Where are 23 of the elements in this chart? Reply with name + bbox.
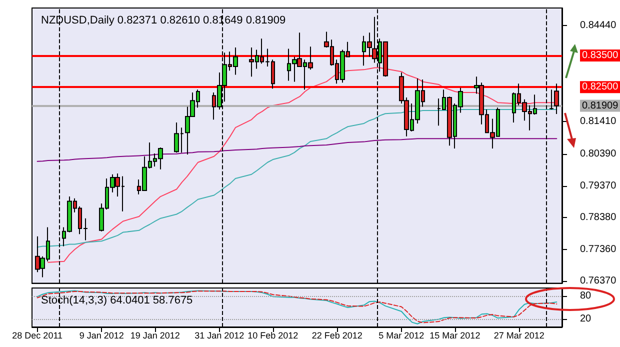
y-tick-label: 0.80390 — [580, 148, 617, 160]
ref-line-label: 0.82500 — [582, 82, 619, 93]
y-tick-label: 0.76370 — [580, 276, 617, 286]
x-tick-label: 22 Feb 2012 — [312, 330, 362, 340]
x-tick-label: 31 Jan 2012 — [194, 330, 244, 340]
x-tick-label: 10 Feb 2012 — [248, 330, 298, 340]
y-tick-label: 0.81410 — [580, 116, 617, 128]
text: NZDUSD,Daily 0.82371 0.82610 0.81649 0.81909 — [41, 14, 286, 26]
ref-line-label: 0.81909 — [582, 100, 619, 112]
y-tick-label: 0.78380 — [580, 212, 617, 223]
x-tick-label: 28 Dec 2011 — [12, 330, 63, 340]
text: Stoch(14,3,3) 64.0401 58.7675 — [41, 294, 193, 306]
y-tick-label: 0.79370 — [580, 180, 617, 192]
x-tick-label: 19 Jan 2012 — [130, 330, 180, 340]
x-tick-label: 5 Mar 2012 — [378, 330, 424, 340]
y-tick-label: 20 — [580, 314, 592, 325]
y-tick-label: 0.84440 — [580, 20, 617, 32]
y-tick-label: 80 — [580, 290, 592, 302]
x-tick-label: 15 Mar 2012 — [430, 330, 480, 340]
y-tick-label: 0.77360 — [580, 244, 617, 256]
x-tick-label: 9 Jan 2012 — [79, 330, 124, 340]
ref-line-label: 0.83500 — [582, 50, 619, 61]
x-tick-label: 27 Mar 2012 — [494, 330, 544, 340]
